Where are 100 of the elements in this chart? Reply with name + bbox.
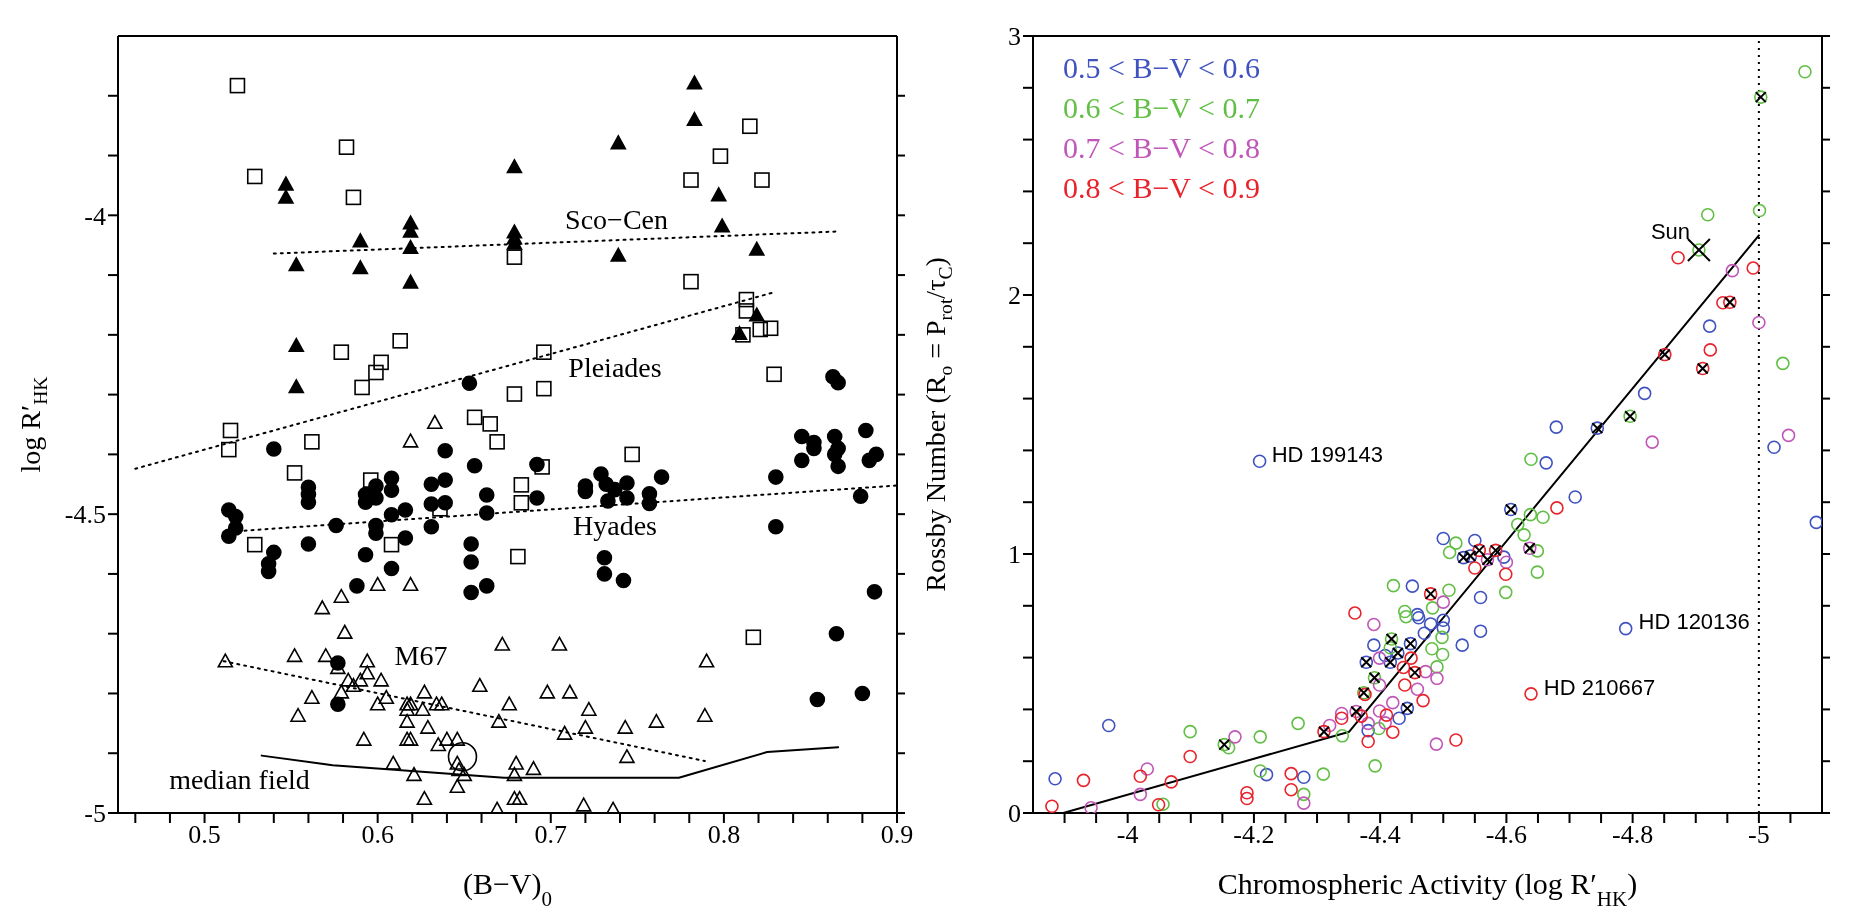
point <box>1435 630 1449 645</box>
point <box>1430 671 1444 686</box>
point <box>1436 595 1451 609</box>
point <box>1084 801 1098 813</box>
point <box>1468 561 1482 575</box>
point <box>1523 507 1538 522</box>
point <box>1164 775 1179 789</box>
point <box>447 742 478 772</box>
x-tick-label: 0.9 <box>880 820 914 850</box>
point <box>352 260 369 275</box>
x-tick-label: 0.7 <box>534 820 568 850</box>
point <box>1776 356 1790 371</box>
point <box>1151 797 1166 812</box>
point <box>392 333 408 349</box>
point <box>506 159 523 174</box>
point <box>748 241 765 256</box>
point <box>1156 797 1170 811</box>
point <box>1637 386 1652 401</box>
point <box>1372 704 1387 718</box>
point <box>1367 617 1381 632</box>
point <box>1379 708 1394 722</box>
point <box>1549 420 1564 434</box>
point <box>338 139 355 155</box>
point <box>513 477 530 493</box>
point <box>1473 590 1488 605</box>
point <box>1536 510 1550 525</box>
point <box>246 168 263 185</box>
point <box>1140 762 1155 776</box>
point <box>1809 515 1822 530</box>
point <box>1798 64 1812 79</box>
point <box>506 249 523 265</box>
point <box>1240 791 1254 806</box>
y-tick-label: 1 <box>1008 540 1021 570</box>
y-tick-label: 2 <box>1008 281 1021 311</box>
point <box>738 303 755 319</box>
point <box>1517 528 1531 542</box>
point <box>1361 716 1375 731</box>
point <box>1568 490 1582 504</box>
point <box>1671 250 1685 265</box>
point <box>752 321 769 338</box>
x-tick-label: -4 <box>1116 820 1139 850</box>
point <box>1076 773 1091 788</box>
point <box>1101 718 1116 733</box>
point <box>222 422 239 439</box>
point <box>714 218 730 233</box>
point <box>1510 517 1525 532</box>
point <box>1455 638 1470 652</box>
point <box>1442 545 1457 560</box>
text: 0.8 < B−V < 0.9 <box>1063 170 1260 206</box>
x-axis-title: (B−V)$_{0}$ <box>462 867 553 911</box>
point <box>278 176 294 191</box>
annotation: HD 199143 <box>1271 441 1383 467</box>
point <box>1781 428 1796 443</box>
point <box>610 247 627 262</box>
point <box>1334 711 1349 726</box>
point <box>1397 604 1412 619</box>
point <box>683 172 699 188</box>
point <box>288 379 305 394</box>
point <box>1430 660 1444 674</box>
point <box>1498 567 1513 581</box>
point <box>1133 769 1148 784</box>
point <box>1524 452 1538 467</box>
point <box>1048 772 1062 786</box>
annotation: Hyades <box>573 509 657 541</box>
point <box>368 364 384 381</box>
point <box>345 189 362 206</box>
point <box>742 118 758 135</box>
point <box>1417 626 1432 641</box>
point <box>1296 770 1311 785</box>
point <box>1725 263 1740 278</box>
x-axis-title: Chromospheric Activity (log R′$_{HK}$) <box>1217 867 1638 911</box>
point <box>1429 737 1444 751</box>
point <box>246 536 263 553</box>
point <box>229 77 246 94</box>
point <box>1524 687 1538 701</box>
point <box>1425 641 1439 656</box>
point <box>624 446 640 463</box>
point <box>1259 767 1274 782</box>
point <box>1372 678 1387 692</box>
annotation: HD 120136 <box>1638 608 1750 634</box>
x-tick-label: -4.2 <box>1233 820 1275 850</box>
point <box>1133 787 1148 802</box>
point <box>513 495 530 511</box>
point <box>1367 638 1381 652</box>
text: 0.5 < B−V < 0.6 <box>1063 50 1260 86</box>
point <box>1418 664 1433 679</box>
point <box>1296 787 1311 802</box>
point <box>1746 261 1760 275</box>
point <box>745 629 762 646</box>
point <box>1252 454 1267 469</box>
point <box>712 148 729 164</box>
point <box>1767 440 1781 455</box>
point <box>482 416 498 432</box>
point <box>333 344 350 360</box>
point <box>286 465 303 481</box>
point <box>1703 343 1718 357</box>
point <box>1645 435 1660 449</box>
point <box>1378 648 1393 663</box>
annotation: HD 210667 <box>1543 674 1656 700</box>
point <box>1221 740 1236 755</box>
